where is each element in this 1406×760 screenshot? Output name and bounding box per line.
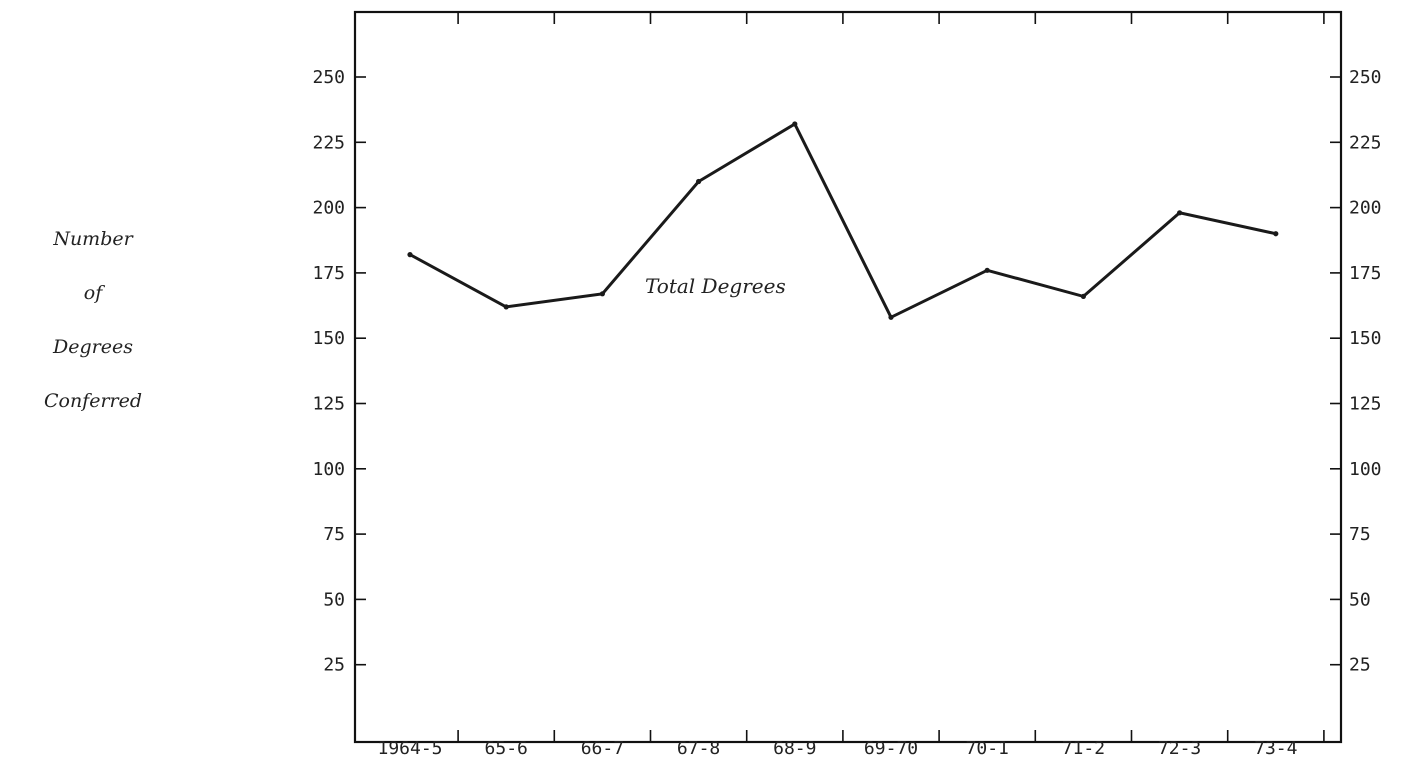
data-point-72-3 <box>1177 210 1183 216</box>
x-tick-label: 73-4 <box>1254 738 1297 759</box>
data-point-71-2 <box>1080 293 1086 300</box>
y-tick-label-left: 225 <box>312 132 345 153</box>
x-tick-label: 67-8 <box>677 738 720 759</box>
x-tick-label: 69-70 <box>864 738 918 759</box>
annotation-total-degrees: Total Degrees <box>645 274 786 298</box>
x-tick-label: 72-3 <box>1158 738 1201 759</box>
series-points <box>407 121 1279 320</box>
y-tick-label-right: 125 <box>1349 394 1382 415</box>
y-axis-label: Number of Degrees Conferred <box>44 228 142 412</box>
data-point-67-8 <box>696 178 702 185</box>
axis-ticks <box>355 12 1341 742</box>
x-tick-label: 65-6 <box>485 738 528 759</box>
x-tick-label: 70-1 <box>966 738 1009 759</box>
y-tick-labels: 25 25 50 50 75 75 100 100 125 125 150 150 175 175 200 2… <box>312 67 1381 676</box>
y-tick-label-right: 25 <box>1349 655 1371 676</box>
data-point-66-7 <box>599 291 606 297</box>
y-tick-label-left: 50 <box>323 589 345 610</box>
x-tick-label: 66-7 <box>581 738 624 759</box>
data-point-65-6 <box>503 304 509 310</box>
y-tick-label-right: 100 <box>1349 459 1382 480</box>
y-tick-label-right: 150 <box>1349 328 1382 349</box>
y-tick-label-right: 250 <box>1349 67 1382 88</box>
y-tick-label-left: 200 <box>312 198 345 219</box>
x-tick-labels: 1964-5 65-6 66-7 67-8 68-9 69-70 70-1 71-2 72-3 7… <box>377 738 1297 759</box>
y-tick-label-left: 75 <box>323 524 345 545</box>
x-tick-label: 71-2 <box>1062 738 1105 759</box>
y-tick-label-left: 100 <box>312 459 345 480</box>
y-tick-label-right: 175 <box>1349 263 1382 284</box>
y-axis-label-line: of <box>84 282 105 304</box>
x-tick-label: 68-9 <box>773 738 816 759</box>
y-axis-label-line: Degrees <box>52 336 133 358</box>
y-axis-label-line: Conferred <box>44 390 142 412</box>
y-axis-label-line: Number <box>52 228 134 250</box>
plot-frame <box>353 10 1343 744</box>
y-tick-label-right: 225 <box>1349 132 1382 153</box>
y-tick-label-left: 125 <box>312 394 345 415</box>
y-tick-label-right: 75 <box>1349 524 1371 545</box>
y-tick-label-left: 150 <box>312 328 345 349</box>
y-tick-label-left: 250 <box>312 67 345 88</box>
series-line-total-degrees <box>409 121 1277 320</box>
data-point-70-1 <box>984 267 990 273</box>
data-point-73-4 <box>1273 231 1279 237</box>
y-tick-label-right: 200 <box>1349 198 1382 219</box>
data-point-68-9 <box>792 121 798 127</box>
y-tick-label-left: 175 <box>312 263 345 284</box>
y-tick-label-left: 25 <box>323 655 345 676</box>
data-point-69-70 <box>888 314 894 320</box>
x-tick-label: 1964-5 <box>377 738 442 759</box>
data-point-1964-5 <box>407 252 413 258</box>
y-tick-label-right: 50 <box>1349 589 1371 610</box>
